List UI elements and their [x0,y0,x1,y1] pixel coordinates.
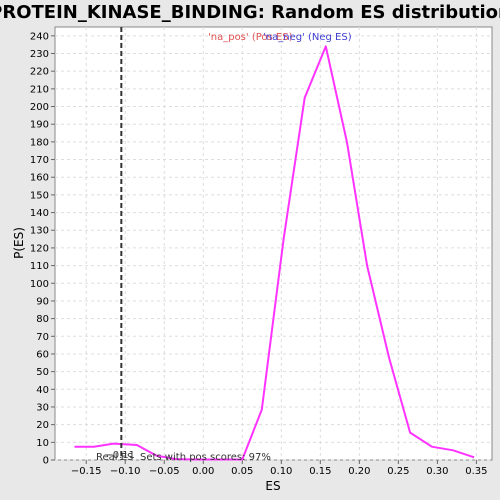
y-tick-label: 230 [30,49,49,60]
x-axis-label: ES [265,479,280,493]
y-tick-label: 150 [30,190,49,201]
plot-area [54,26,493,461]
pos-scores-annotation: Sets with pos scores: 97% [140,452,271,463]
legend-entry-pos: 'na_pos' (Pos ES) [208,32,293,43]
y-tick-label: 210 [30,84,49,95]
x-tick-label: 0.15 [309,466,331,477]
y-tick-label: 40 [36,385,49,396]
x-tick-label: 0.35 [465,466,487,477]
x-tick-label: −0.10 [110,466,141,477]
y-tick-label: 120 [30,243,49,254]
x-tick-label: 0.05 [231,466,253,477]
y-tick-label: 190 [30,120,49,131]
y-tick-label: 240 [30,31,49,42]
y-tick-label: 30 [36,402,49,413]
real-es-label: Real ES [96,452,133,463]
y-axis-ticks: 0 10 20 30 40 50 60 70 80 90 100 110 120 130 140 150 160… [30,31,55,467]
y-tick-label: 110 [30,261,49,272]
x-tick-label: 0.20 [348,466,370,477]
y-tick-label: 20 [36,420,49,431]
x-tick-label: 0.00 [192,466,214,477]
x-tick-label: 0.10 [270,466,292,477]
real-es-value: −0.11 [104,450,135,461]
grid [55,27,492,461]
x-tick-label: 0.30 [426,466,448,477]
y-tick-label: 100 [30,279,49,290]
x-axis-ticks: −0.15 −0.10 −0.05 0.00 0.05 0.10 0.15 0.20 0.25 0… [71,460,488,477]
y-tick-label: 70 [36,332,49,343]
y-tick-label: 130 [30,226,49,237]
y-tick-label: 60 [36,349,49,360]
legend-entry-neg: 'na_neg' (Neg ES) [263,32,352,43]
x-tick-label: −0.05 [149,466,180,477]
series-line [74,45,475,461]
y-axis-label: P(ES) [12,227,26,259]
y-tick-label: 140 [30,208,49,219]
y-tick-label: 10 [36,438,49,449]
y-tick-label: 50 [36,367,49,378]
y-tick-label: 0 [43,456,49,467]
x-tick-label: 0.25 [387,466,409,477]
y-tick-label: 170 [30,155,49,166]
series-layer [74,45,475,461]
x-tick-label: −0.15 [71,466,102,477]
y-tick-label: 200 [30,102,49,113]
chart-title: PROTEIN_KINASE_BINDING: Random ES distri… [0,2,500,23]
y-tick-label: 220 [30,67,49,78]
y-tick-label: 180 [30,137,49,148]
y-tick-label: 80 [36,314,49,325]
y-tick-label: 160 [30,173,49,184]
y-tick-label: 90 [36,296,49,307]
